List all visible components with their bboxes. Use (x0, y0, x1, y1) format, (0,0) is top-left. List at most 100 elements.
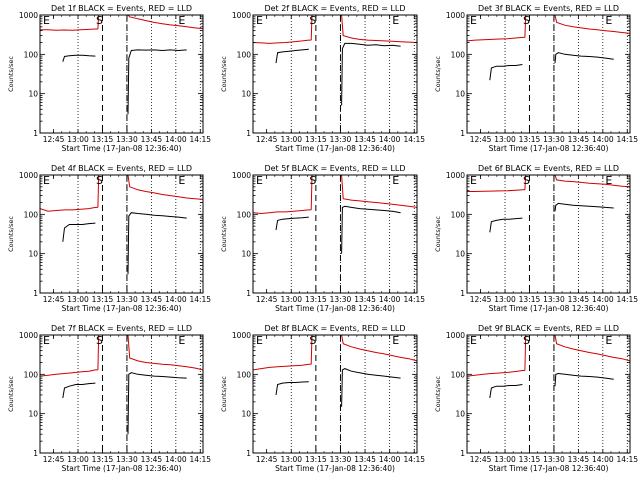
y-tick-label: 100 (24, 370, 39, 379)
end-marker-label: E (392, 334, 399, 347)
end-marker-label: E (256, 174, 263, 187)
lld-series-line (341, 335, 417, 362)
lld-series-line (310, 335, 313, 365)
x-tick-label: 12:45 (43, 135, 65, 144)
x-tick-label: 14:00 (592, 455, 614, 464)
y-tick-label: 1000 (232, 171, 251, 180)
x-tick-label: 14:15 (189, 455, 211, 464)
start-marker-label: S (523, 14, 530, 27)
events-series-line (554, 52, 614, 64)
x-axis-label: Start Time (17-Jan-08 12:36:40) (62, 304, 182, 313)
x-tick-label: 14:00 (592, 295, 614, 304)
y-tick-label: 100 (451, 370, 466, 379)
x-tick-label: 14:00 (379, 295, 401, 304)
x-tick-label: 13:15 (519, 455, 541, 464)
x-axis-label: Start Time (17-Jan-08 12:36:40) (275, 304, 395, 313)
x-tick-label: 14:15 (189, 295, 211, 304)
lld-series-line (467, 36, 525, 42)
start-marker-label: S (309, 334, 316, 347)
x-tick-label: 14:15 (189, 135, 211, 144)
lld-series-line (524, 175, 527, 190)
x-tick-label: 13:45 (354, 455, 376, 464)
y-tick-label: 10 (241, 250, 251, 259)
x-tick-label: 14:00 (165, 295, 187, 304)
lld-series-line (341, 15, 417, 43)
plot-frame (252, 174, 418, 294)
x-tick-label: 12:45 (43, 455, 65, 464)
events-series-line (127, 49, 187, 115)
y-tick-label: 1 (33, 449, 38, 458)
events-series-line (489, 384, 523, 399)
lld-series-line (310, 175, 313, 210)
y-tick-label: 100 (24, 210, 39, 219)
x-tick-label: 14:00 (379, 135, 401, 144)
panel-title: Det 1f BLACK = Events, RED = LLD (51, 4, 192, 13)
series-group (253, 15, 417, 106)
panel-det-6: Det 6f BLACK = Events, RED = LLD 1 10 100 10… (434, 164, 638, 313)
end-marker-label: E (605, 174, 612, 187)
panel-det-8: Det 8f BLACK = Events, RED = LLD 1 10 100 10… (220, 324, 425, 473)
start-marker-label: S (523, 174, 530, 187)
x-tick-label: 13:45 (568, 135, 590, 144)
lld-series-line (554, 15, 630, 34)
end-marker-label: E (605, 334, 612, 347)
end-marker-label: E (43, 174, 50, 187)
series-group (40, 15, 203, 115)
lld-series-line (524, 335, 527, 371)
plot-frame (39, 174, 204, 294)
y-axis-label: Counts/sec (434, 376, 442, 412)
x-tick-label: 13:00 (280, 295, 302, 304)
lld-series-line (467, 189, 525, 192)
x-tick-label: 13:30 (543, 135, 565, 144)
panel-det-3: Det 3f BLACK = Events, RED = LLD 1 10 100 10… (434, 4, 638, 153)
y-tick-label: 1000 (446, 171, 465, 180)
end-marker-label: E (178, 14, 185, 27)
x-tick-label: 13:00 (67, 455, 89, 464)
y-tick-label: 1 (246, 289, 251, 298)
start-marker-label: S (96, 174, 103, 187)
series-group (253, 335, 417, 407)
end-marker-label: E (392, 174, 399, 187)
lld-series-line (341, 175, 417, 208)
series-group (40, 335, 203, 435)
x-tick-label: 14:15 (616, 295, 638, 304)
x-tick-label: 13:00 (67, 135, 89, 144)
lld-series-line (97, 335, 100, 370)
events-series-line (489, 217, 523, 233)
panel-det-1: Det 1f BLACK = Events, RED = LLD 1 10 100 10… (7, 4, 211, 153)
lld-series-line (554, 335, 630, 362)
y-tick-label: 10 (241, 410, 251, 419)
y-axis-label: Counts/sec (7, 376, 15, 412)
panel-det-4: Det 4f BLACK = Events, RED = LLD 1 10 100 10… (7, 164, 211, 313)
y-axis-label: Counts/sec (7, 216, 15, 252)
start-marker-label: S (309, 174, 316, 187)
y-tick-label: 100 (451, 50, 466, 59)
events-series-line (275, 48, 309, 64)
x-axis-label: Start Time (17-Jan-08 12:36:40) (489, 144, 609, 153)
lld-series-line (40, 206, 98, 212)
y-axis-label: Counts/sec (220, 376, 228, 412)
plot-frame (252, 334, 418, 454)
x-axis-label: Start Time (17-Jan-08 12:36:40) (62, 464, 182, 473)
x-tick-label: 14:00 (592, 135, 614, 144)
y-axis-label: Counts/sec (7, 56, 15, 92)
start-marker-label: S (96, 14, 103, 27)
events-series-line (489, 64, 523, 81)
end-marker-label: E (470, 174, 477, 187)
x-tick-label: 13:15 (519, 295, 541, 304)
x-axis-label: Start Time (17-Jan-08 12:36:40) (489, 304, 609, 313)
x-tick-label: 13:00 (67, 295, 89, 304)
x-tick-label: 13:15 (305, 135, 327, 144)
x-tick-label: 13:00 (494, 455, 516, 464)
plot-frame (39, 14, 204, 134)
y-tick-label: 100 (24, 50, 39, 59)
events-series-line (127, 212, 187, 275)
panel-title: Det 5f BLACK = Events, RED = LLD (264, 164, 405, 173)
x-tick-label: 13:45 (141, 135, 163, 144)
end-marker-label: E (43, 14, 50, 27)
x-tick-label: 14:00 (379, 455, 401, 464)
panel-det-7: Det 7f BLACK = Events, RED = LLD 1 10 100 10… (7, 324, 211, 473)
x-tick-label: 13:30 (543, 455, 565, 464)
x-axis-label: Start Time (17-Jan-08 12:36:40) (275, 144, 395, 153)
